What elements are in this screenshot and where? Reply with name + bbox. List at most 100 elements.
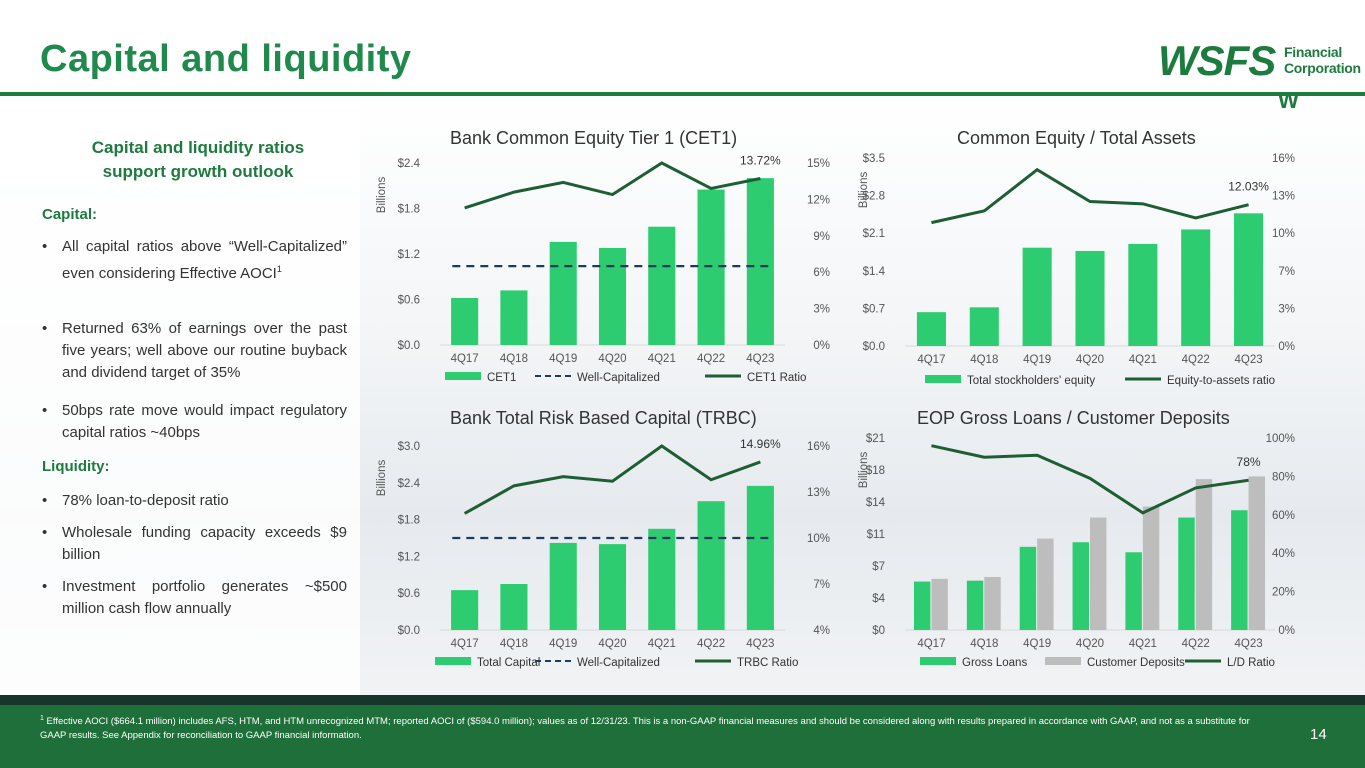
end-data-label: 13.72% [740, 154, 781, 168]
bar [451, 297, 479, 345]
legend-swatch [920, 657, 956, 665]
bar [1234, 213, 1264, 346]
x-tick-label: 4Q18 [500, 353, 528, 365]
left-tick-label: $3.5 [863, 153, 885, 165]
bar [913, 581, 931, 630]
deposit-bar [984, 576, 1001, 630]
y-axis-label: Billions [858, 172, 870, 209]
left-tick-label: $11 [867, 529, 885, 541]
deposit-bar [1195, 479, 1213, 630]
x-tick-label: 4Q18 [970, 638, 998, 650]
deposit-bar [931, 578, 948, 630]
x-tick-label: 4Q22 [1182, 638, 1210, 650]
logo-wordmark: WSFS [1158, 37, 1276, 84]
x-tick-label: 4Q18 [970, 354, 998, 366]
bar [1178, 517, 1195, 630]
liquidity-bullet: • Investment portfolio generates ~$500 m… [42, 578, 347, 617]
footnote: 1 Effective AOCI ($664.1 million) includ… [40, 715, 1250, 742]
left-tick-label: $0.7 [863, 303, 885, 315]
left-tick-label: $2.1 [863, 228, 885, 240]
company-logo: WSFS Financial Corporation W [1158, 37, 1361, 114]
equity-chart: Common Equity / Total Assets Billions $0.0… [858, 128, 1295, 387]
y-axis-label: Billions [376, 177, 388, 214]
x-tick-label: 4Q19 [1023, 354, 1051, 366]
bar [1075, 250, 1105, 346]
x-tick-label: 4Q17 [917, 354, 945, 366]
legend-label: Well-Capitalized [577, 372, 660, 384]
right-tick-label: 0% [1278, 341, 1295, 353]
right-tick-label: 0% [1278, 625, 1295, 637]
x-tick-label: 4Q17 [917, 638, 945, 650]
x-tick-label: 4Q17 [451, 353, 479, 365]
chart-title: EOP Gross Loans / Customer Deposits [917, 408, 1230, 428]
chart-title: Bank Total Risk Based Capital (TRBC) [450, 408, 757, 428]
x-tick-label: 4Q20 [598, 638, 626, 650]
x-tick-label: 4Q19 [549, 638, 577, 650]
x-tick-label: 4Q22 [697, 638, 725, 650]
legend-swatch [925, 375, 961, 383]
left-tick-label: $0.0 [398, 340, 420, 352]
left-tick-label: $21 [866, 433, 885, 445]
x-tick-label: 4Q21 [1129, 638, 1157, 650]
x-tick-label: 4Q21 [648, 638, 676, 650]
right-tick-label: 15% [807, 158, 830, 170]
right-tick-label: 100% [1266, 433, 1295, 445]
x-tick-label: 4Q23 [1235, 354, 1263, 366]
left-panel [0, 96, 360, 695]
right-tick-label: 13% [1272, 191, 1295, 203]
ratio-line [464, 161, 761, 210]
chart-title: Common Equity / Total Assets [957, 128, 1196, 148]
x-tick-label: 4Q23 [1235, 638, 1263, 650]
right-tick-label: 7% [1278, 266, 1295, 278]
legend-label: CET1 [487, 372, 516, 384]
left-tick-label: $7 [872, 561, 885, 573]
left-tick-label: $2.4 [398, 478, 421, 490]
liquidity-bullet: • 78% loan-to-deposit ratio [42, 492, 229, 509]
deposit-bar [1248, 476, 1266, 630]
left-tick-label: $4 [872, 593, 885, 605]
right-tick-label: 40% [1272, 548, 1295, 560]
legend-swatch [435, 657, 471, 665]
bar [916, 312, 946, 346]
bar [746, 178, 774, 345]
capital-bullet: • All capital ratios above “Well-Capital… [42, 238, 347, 282]
legend-swatch [445, 372, 481, 380]
bar [1128, 243, 1158, 346]
right-tick-label: 80% [1272, 471, 1295, 483]
left-tick-label: $3.0 [398, 441, 420, 453]
x-tick-label: 4Q20 [1076, 638, 1104, 650]
footer-band [0, 695, 1365, 768]
legend-label: Customer Deposits [1087, 657, 1185, 669]
bar [697, 501, 725, 630]
x-tick-label: 4Q19 [549, 353, 577, 365]
end-data-label: 14.96% [740, 437, 781, 451]
x-tick-label: 4Q23 [746, 638, 774, 650]
right-tick-label: 16% [807, 441, 830, 453]
x-tick-label: 4Q21 [648, 353, 676, 365]
page-number: 14 [1310, 726, 1327, 743]
right-tick-label: 12% [807, 194, 830, 206]
right-tick-label: 13% [807, 487, 830, 499]
legend-label: Total stockholders' equity [967, 375, 1095, 387]
left-tick-label: $2.8 [863, 191, 885, 203]
left-tick-label: $1.8 [398, 204, 420, 216]
bar [598, 247, 627, 345]
legend-label: Gross Loans [962, 657, 1027, 669]
legend-label: TRBC Ratio [737, 657, 798, 669]
x-tick-label: 4Q20 [1076, 354, 1104, 366]
x-tick-label: 4Q23 [746, 353, 774, 365]
y-axis-label: Billions [858, 452, 870, 489]
capital-heading: Capital: [42, 206, 98, 223]
bar [1125, 552, 1142, 630]
ratio-line [931, 167, 1249, 225]
right-tick-label: 9% [813, 231, 830, 243]
x-tick-label: 4Q19 [1023, 638, 1051, 650]
cet1-chart: Bank Common Equity Tier 1 (CET1) Billions… [376, 128, 830, 384]
legend-label: Total Capital [477, 657, 540, 669]
deposit-bar [1090, 517, 1107, 630]
left-tick-label: $0.0 [863, 341, 885, 353]
right-tick-label: 7% [813, 579, 830, 591]
bar [1231, 510, 1248, 630]
legend-swatch [1045, 657, 1081, 665]
x-tick-label: 4Q22 [1182, 354, 1210, 366]
